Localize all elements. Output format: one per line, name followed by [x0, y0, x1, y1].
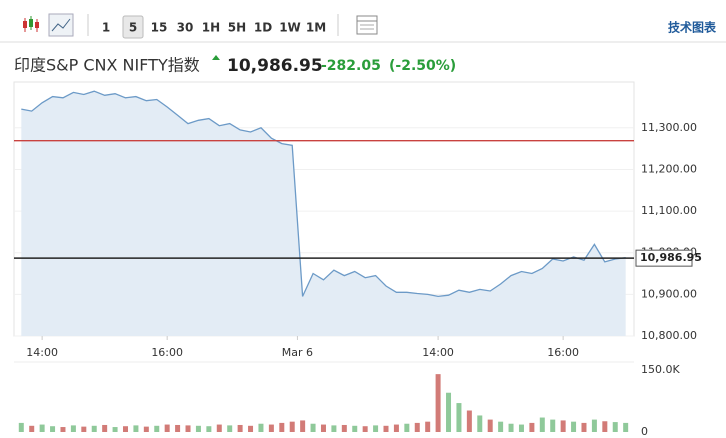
table-icon[interactable] [356, 15, 378, 35]
volume-bar [571, 421, 577, 432]
volume-bar [477, 415, 483, 432]
volume-bar [206, 426, 212, 432]
volume-bar [529, 422, 535, 432]
volume-bar [456, 403, 462, 432]
volume-tick-label: 150.0K [641, 363, 680, 376]
volume-bar [60, 427, 66, 432]
volume-bar [18, 422, 24, 432]
volume-bar [185, 425, 191, 432]
volume-bar [414, 422, 420, 432]
volume-bar [102, 424, 108, 432]
interval-button[interactable]: 1M [306, 21, 326, 35]
interval-button[interactable]: 1W [279, 21, 301, 35]
x-tick-label: 16:00 [547, 346, 579, 359]
volume-bar [320, 424, 326, 432]
volume-bar [425, 421, 431, 432]
interval-button[interactable]: 5H [228, 21, 246, 35]
price-line [21, 90, 626, 298]
volume-bar [341, 424, 347, 432]
volume-bar [487, 419, 493, 432]
down-arrow-icon [212, 55, 220, 60]
volume-bar [268, 424, 274, 432]
volume-bar [133, 425, 139, 432]
price-change-pct: (-2.50%) [389, 58, 456, 74]
volume-bar [154, 425, 160, 432]
volume-bar [175, 424, 181, 432]
last-price: 10,986.95 [227, 56, 323, 76]
volume-bar [612, 422, 618, 432]
technical-chart-link[interactable]: 技术图表 [668, 20, 717, 35]
volume-bar [352, 425, 358, 432]
volume-bar [300, 420, 306, 432]
volume-bar [560, 420, 566, 432]
volume-bar [112, 427, 118, 432]
volume-bar [279, 422, 285, 432]
volume-bar [39, 424, 45, 432]
volume-bar [310, 423, 316, 432]
candle-icon[interactable] [23, 16, 39, 32]
volume-bar [591, 419, 597, 432]
volume-bar [602, 421, 608, 432]
volume-bar [508, 423, 514, 432]
line-icon[interactable] [48, 13, 74, 37]
volume-bar [362, 426, 368, 432]
volume-bar [70, 425, 76, 432]
volume-bar [289, 421, 295, 432]
volume-bar [122, 426, 128, 432]
volume-bar [383, 425, 389, 432]
interval-button[interactable]: 30 [177, 21, 194, 35]
y-tick-label: 10,900.00 [641, 287, 697, 300]
volume-bar [81, 426, 87, 432]
volume-bar [404, 423, 410, 432]
selected-interval-box [122, 15, 144, 39]
last-price-tag [635, 249, 693, 267]
interval-button[interactable]: 1 [102, 21, 110, 35]
x-tick-label: Mar 6 [282, 346, 313, 359]
volume-bar [143, 426, 149, 432]
y-tick-label: 11,100.00 [641, 204, 697, 217]
y-tick-label: 10,800.00 [641, 329, 697, 342]
interval-button[interactable]: 1H [202, 21, 220, 35]
volume-bar [216, 424, 222, 432]
volume-bar [446, 392, 452, 432]
price-change: -282.05 [321, 58, 381, 74]
volume-bar [466, 410, 472, 432]
volume-bar [237, 424, 243, 432]
volume-bar [195, 425, 201, 432]
volume-tick-label: 0 [641, 425, 648, 438]
volume-bar [581, 422, 587, 432]
volume-bar [164, 424, 170, 432]
volume-bar [50, 426, 56, 432]
volume-bar [623, 422, 629, 432]
volume-bar [91, 425, 97, 432]
volume-bar [373, 425, 379, 432]
x-tick-label: 14:00 [422, 346, 454, 359]
interval-button[interactable]: 1D [254, 21, 272, 35]
volume-bar [498, 421, 504, 432]
volume-bar [539, 417, 545, 432]
y-tick-label: 11,200.00 [641, 162, 697, 175]
x-tick-label: 16:00 [151, 346, 183, 359]
interval-button[interactable]: 5 [129, 21, 137, 35]
volume-bar [258, 423, 264, 432]
price-area [21, 91, 626, 336]
volume-bar [435, 374, 441, 432]
volume-bar [518, 424, 524, 432]
last-price-axis-label: 10,986.95 [640, 251, 702, 264]
volume-bar [393, 424, 399, 432]
x-tick-label: 14:00 [26, 346, 58, 359]
instrument-title: 印度S&P CNX NIFTY指数 [14, 56, 200, 75]
volume-bar [550, 419, 556, 432]
y-tick-label: 11,300.00 [641, 121, 697, 134]
volume-bar [331, 425, 337, 432]
interval-button[interactable]: 15 [151, 21, 168, 35]
volume-bar [227, 425, 233, 432]
volume-bar [29, 425, 35, 432]
volume-bar [248, 425, 254, 432]
